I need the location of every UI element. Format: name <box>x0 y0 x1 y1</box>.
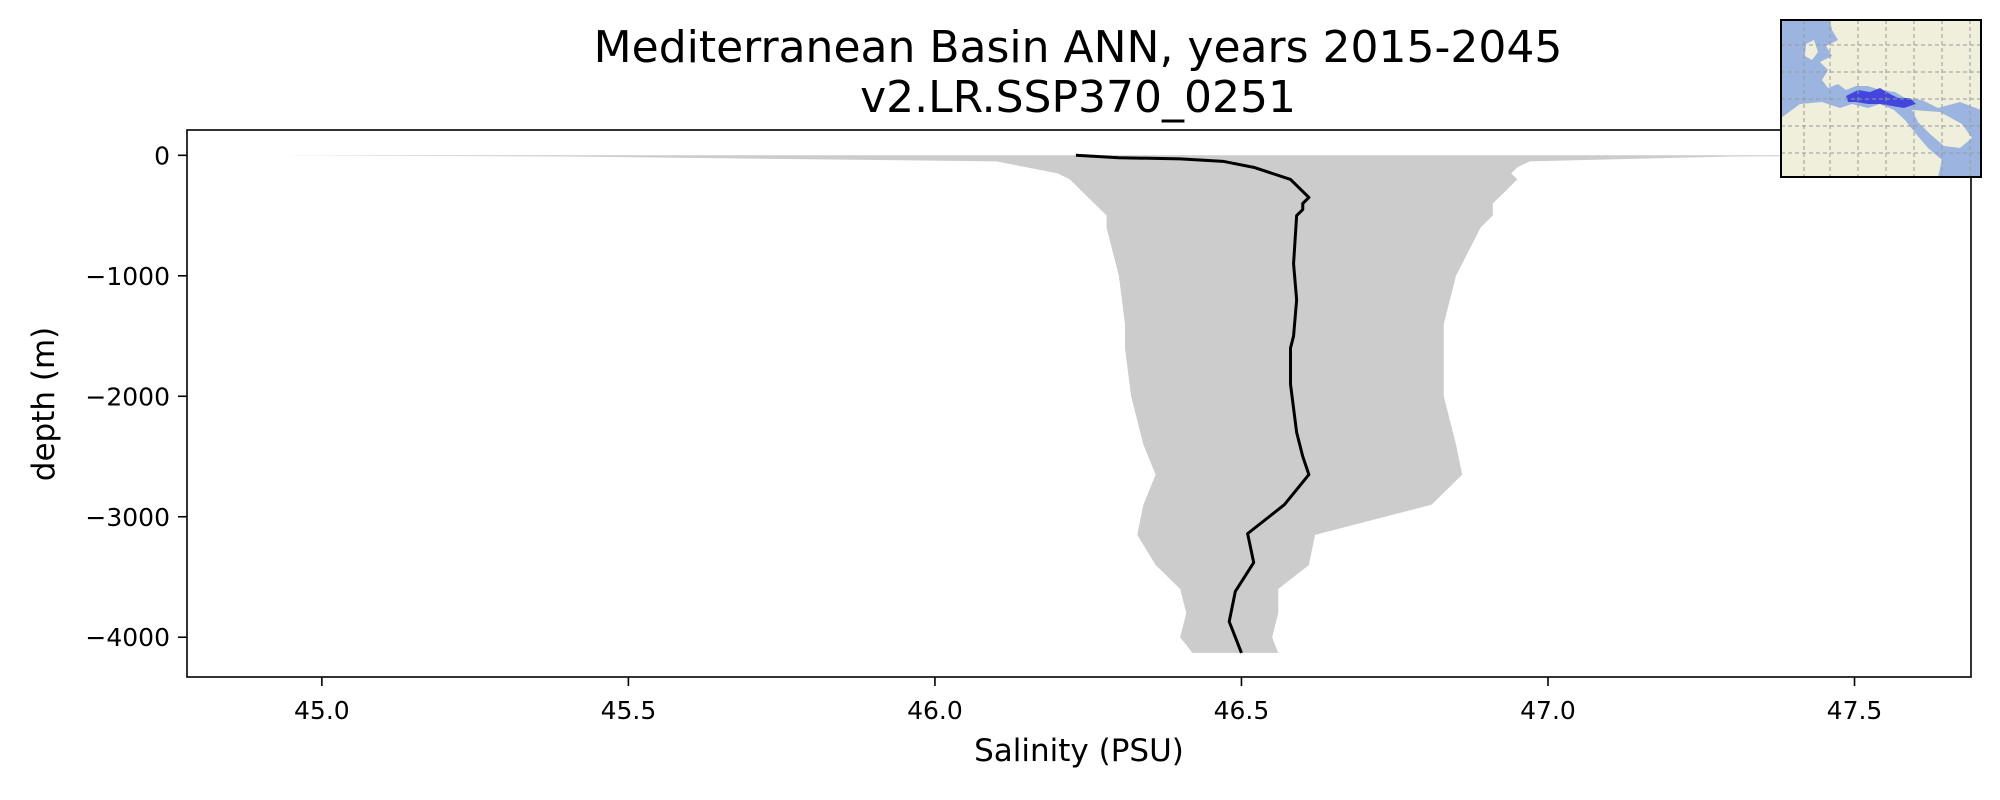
y-tick-label: −1000 <box>85 262 170 291</box>
y-tick-label: −4000 <box>85 623 170 652</box>
y-axis-label: depth (m) <box>26 327 62 481</box>
chart-title-line1: Mediterranean Basin ANN, years 2015-2045 <box>594 22 1563 73</box>
x-tick-label: 45.5 <box>601 696 657 725</box>
map-graticule <box>1781 20 1981 177</box>
x-axis-label: Salinity (PSU) <box>974 733 1184 769</box>
x-tick-label: 45.0 <box>294 696 350 725</box>
x-tick-label: 47.0 <box>1520 696 1576 725</box>
map-land-africa <box>1781 102 1942 177</box>
y-tick-label: −3000 <box>85 503 170 532</box>
map-mediterranean-region <box>1846 88 1916 108</box>
chart-title-line2: v2.LR.SSP370_0251 <box>860 72 1296 123</box>
x-tick-label: 47.5 <box>1827 696 1883 725</box>
mean-profile-line <box>1075 153 1311 654</box>
y-axis: 0 −1000 −2000 −3000 −4000 <box>85 141 187 652</box>
y-tick-label: −2000 <box>85 382 170 411</box>
range-band <box>278 155 1929 653</box>
plot-area <box>278 153 1929 654</box>
x-tick-label: 46.0 <box>907 696 963 725</box>
map-land-eurasia <box>1820 20 1981 110</box>
x-tick-label: 46.5 <box>1214 696 1270 725</box>
map-land-isles <box>1805 40 1818 60</box>
plot-frame <box>186 129 1972 678</box>
y-tick-label: 0 <box>154 141 170 170</box>
map-frame <box>1780 19 1982 178</box>
inset-region-map <box>1780 19 1982 178</box>
x-axis: 45.0 45.5 46.0 46.5 47.0 47.5 <box>294 677 1882 725</box>
